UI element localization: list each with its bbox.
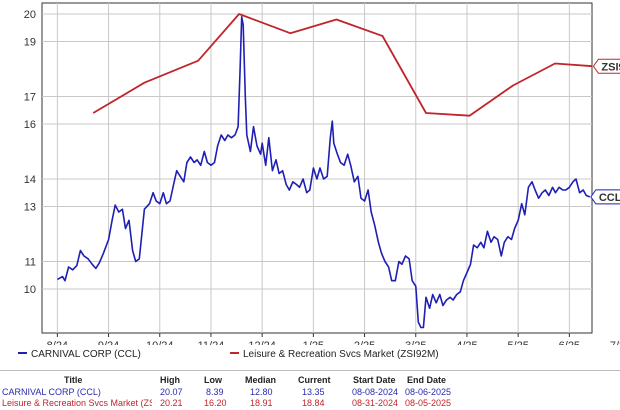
legend-item-ccl: CARNIVAL CORP (CCL) [18, 349, 141, 360]
table-header-row: Title High Low Median Current Start Date… [0, 375, 620, 386]
header-median: Median [245, 375, 277, 385]
y-tick-label: 17 [24, 92, 36, 104]
legend-swatch-zsi [230, 352, 239, 355]
row-high: 20.07 [160, 387, 183, 397]
header-low: Low [204, 375, 222, 385]
x-tick-label: 5/25 [507, 340, 528, 345]
x-tick-label: 7/25 [610, 340, 620, 345]
row-title: Leisure & Recreation Svcs Market (ZSI92M… [2, 398, 152, 408]
legend: CARNIVAL CORP (CCL) Leisure & Recreation… [18, 349, 618, 363]
x-tick-label: 6/25 [559, 340, 580, 345]
tag-box-ccl [590, 189, 620, 205]
legend-swatch-ccl [18, 352, 27, 355]
x-tick-label: 11/24 [198, 340, 225, 345]
x-tick-label: 3/25 [405, 340, 426, 345]
table-row: Leisure & Recreation Svcs Market (ZSI92M… [0, 398, 620, 409]
header-start-date: Start Date [353, 375, 396, 385]
header-title: Title [64, 375, 83, 385]
series-line-ccl [57, 16, 591, 329]
tag-label-zsi92m: ZSI92M: 18.84 [601, 61, 620, 73]
series-lines [57, 13, 593, 329]
table-row: CARNIVAL CORP (CCL) 20.07 8.39 12.80 13.… [0, 387, 620, 398]
x-tick-label: 1/25 [303, 340, 324, 345]
header-end-date: End Date [407, 375, 447, 385]
header-high: High [160, 375, 180, 385]
row-current: 18.84 [302, 398, 325, 408]
row-end-date: 08-06-2025 [405, 387, 452, 397]
x-axis: 8/24 9/24 10/24 11/24 12/24 1/25 2/25 3/25 4/25 5… [47, 333, 620, 345]
y-tick-label: 20 [24, 9, 36, 21]
legend-label-ccl: CARNIVAL CORP (CCL) [31, 349, 141, 360]
y-tick-label: 16 [24, 119, 36, 131]
x-tick-label: 8/24 [47, 340, 68, 345]
x-tick-label: 12/24 [248, 340, 276, 345]
header-current: Current [298, 375, 331, 385]
row-low: 8.39 [206, 387, 224, 397]
row-high: 20.21 [160, 398, 183, 408]
row-current: 13.35 [302, 387, 325, 397]
y-tick-label: 10 [24, 284, 36, 296]
row-start-date: 08-31-2024 [352, 398, 399, 408]
row-median: 18.91 [250, 398, 273, 408]
y-axis: 10 11 13 14 16 17 19 20 [24, 9, 36, 296]
row-end-date: 08-05-2025 [405, 398, 452, 408]
x-tick-label: 4/25 [456, 340, 477, 345]
series-tags: ZSI92M: 18.84 CCL: 13.35 [590, 58, 620, 205]
row-title: CARNIVAL CORP (CCL) [2, 387, 101, 397]
row-median: 12.80 [250, 387, 273, 397]
table-divider [0, 370, 620, 371]
y-tick-label: 13 [24, 202, 36, 214]
x-tick-label: 2/25 [354, 340, 375, 345]
legend-item-zsi: Leisure & Recreation Svcs Market (ZSI92M… [230, 349, 439, 360]
price-chart: 10 11 13 14 16 17 19 20 8/24 9/24 10/24 11/24 12/24… [24, 2, 620, 345]
legend-label-zsi: Leisure & Recreation Svcs Market (ZSI92M… [243, 349, 439, 360]
y-tick-label: 14 [24, 174, 36, 186]
tag-box-zsi92m [592, 58, 620, 74]
x-tick-label: 10/24 [146, 340, 174, 345]
row-low: 16.20 [204, 398, 227, 408]
y-tick-label: 19 [24, 37, 36, 49]
tag-label-ccl: CCL: 13.35 [599, 192, 620, 204]
series-line-zsi92m [92, 13, 593, 117]
plot-area [41, 2, 593, 334]
x-tick-label: 9/24 [98, 340, 119, 345]
row-start-date: 08-08-2024 [352, 387, 399, 397]
y-tick-label: 11 [25, 257, 36, 269]
